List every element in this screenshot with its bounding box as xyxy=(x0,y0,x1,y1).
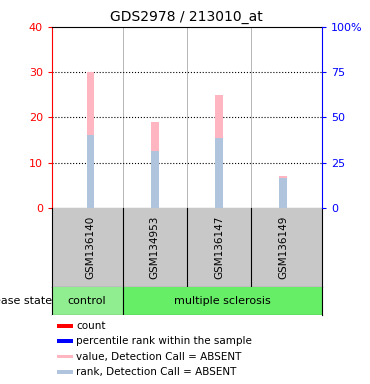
Bar xyxy=(279,176,287,208)
Bar xyxy=(215,137,223,208)
Text: GSM134953: GSM134953 xyxy=(150,216,160,279)
Text: control: control xyxy=(68,296,107,306)
Text: multiple sclerosis: multiple sclerosis xyxy=(174,296,270,306)
Bar xyxy=(52,287,122,315)
Title: GDS2978 / 213010_at: GDS2978 / 213010_at xyxy=(111,10,263,25)
Bar xyxy=(87,136,94,208)
Bar xyxy=(57,324,73,328)
Text: GSM136147: GSM136147 xyxy=(214,216,224,279)
Bar xyxy=(151,151,159,208)
Text: count: count xyxy=(76,321,105,331)
Text: GSM136140: GSM136140 xyxy=(85,216,95,279)
Bar xyxy=(122,287,322,315)
Bar xyxy=(87,72,94,208)
Bar xyxy=(215,95,223,208)
Bar xyxy=(279,178,287,208)
Bar xyxy=(151,122,159,208)
Bar xyxy=(57,339,73,343)
Text: GSM136149: GSM136149 xyxy=(278,216,288,279)
Bar xyxy=(57,370,73,374)
Bar xyxy=(57,355,73,359)
Text: percentile rank within the sample: percentile rank within the sample xyxy=(76,336,252,346)
Text: disease state: disease state xyxy=(0,296,53,306)
Text: value, Detection Call = ABSENT: value, Detection Call = ABSENT xyxy=(76,352,242,362)
Text: rank, Detection Call = ABSENT: rank, Detection Call = ABSENT xyxy=(76,367,236,377)
